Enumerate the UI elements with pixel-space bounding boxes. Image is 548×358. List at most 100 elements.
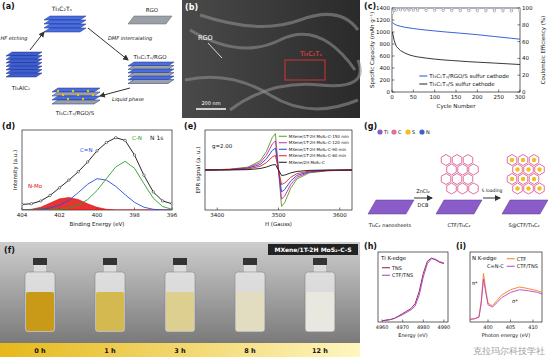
annotation: σ* bbox=[512, 298, 518, 304]
y-axis-label: EPR signal (a. u.) bbox=[195, 147, 202, 194]
point bbox=[476, 10, 478, 12]
sem-texture bbox=[200, 14, 358, 30]
x-tick-label: 3500 bbox=[272, 212, 286, 218]
x-tick-label: 100 bbox=[429, 94, 440, 100]
point bbox=[96, 150, 98, 152]
chart-title: Ti K-edge bbox=[380, 255, 407, 262]
point bbox=[519, 10, 520, 12]
legend: CTFCTF/TNS bbox=[507, 256, 538, 270]
ctf-ring bbox=[463, 174, 473, 185]
x-tick bbox=[488, 320, 489, 323]
line bbox=[470, 279, 542, 319]
legend-label: Ti₃C₂Tₓ/S sulfur cathode bbox=[428, 81, 495, 87]
panel-label: (e) bbox=[184, 122, 197, 131]
sulfur-dot bbox=[515, 167, 519, 171]
panel-a: Ti₃C₂TₓTi₃AlC₂HF etchingRGODMF intercala… bbox=[1, 5, 174, 116]
sulfur-dot bbox=[532, 158, 536, 162]
ctf-ring bbox=[518, 155, 528, 166]
ctf-ring bbox=[458, 164, 468, 175]
x-axis-label: Binding Energy (eV) bbox=[70, 221, 125, 228]
y2-tick bbox=[518, 75, 521, 76]
legend-symbol bbox=[382, 275, 390, 276]
label: Ti₃C₂Tₓ bbox=[51, 5, 73, 12]
plot-frame bbox=[392, 8, 520, 92]
line bbox=[22, 179, 172, 210]
ti3c2-sheet bbox=[436, 200, 482, 214]
chart-title: N K-edge bbox=[472, 255, 497, 262]
point bbox=[412, 9, 414, 11]
label: 200 nm bbox=[201, 100, 220, 106]
label: Ti₃C₂ nanosheets bbox=[368, 222, 412, 228]
vial-cap bbox=[33, 258, 47, 265]
label: HF etching bbox=[1, 35, 28, 42]
sulfur-dot bbox=[526, 186, 530, 190]
label: RGO bbox=[146, 7, 159, 13]
ti3c2tx-rgo-s-layer bbox=[52, 92, 100, 96]
label: 12 h bbox=[312, 347, 328, 355]
watermark: 克拉玛尔科技学社 bbox=[473, 346, 545, 356]
label: ZnCl₂ bbox=[416, 188, 429, 194]
point bbox=[161, 200, 163, 202]
ctf-ring bbox=[513, 183, 523, 194]
ti3c2tx-rgo-s-layer bbox=[52, 96, 100, 100]
arrow bbox=[30, 32, 44, 50]
legend-symbol bbox=[279, 149, 287, 150]
annotation: C=N-C bbox=[487, 263, 504, 269]
vial-liquid bbox=[306, 292, 334, 331]
y2-tick-label: 20 bbox=[522, 72, 529, 78]
vial-liquid bbox=[166, 292, 194, 331]
y-axis-label: Intensity (a.u.) bbox=[12, 150, 19, 190]
sulfur-dot bbox=[57, 90, 59, 92]
annotation: N-Mo bbox=[28, 183, 43, 189]
y2-tick-label: 40 bbox=[522, 55, 529, 61]
vial-cap bbox=[243, 258, 257, 265]
chart: 0501001502002503000200400600800100012001… bbox=[369, 5, 547, 110]
y-tick-label: 600 bbox=[380, 53, 391, 59]
label: 8 h bbox=[244, 347, 256, 355]
point bbox=[152, 191, 154, 193]
line bbox=[382, 259, 444, 321]
y-tick-label: 1400 bbox=[376, 5, 390, 11]
panel-b: RGOTi₃C₂Tₓ200 nm bbox=[182, 0, 360, 118]
arrow bbox=[483, 198, 500, 199]
point bbox=[502, 10, 504, 12]
point bbox=[451, 9, 453, 11]
vial bbox=[165, 272, 195, 332]
label: CTF/Ti₃C₂ bbox=[448, 222, 471, 228]
x-tick-label: 4960 bbox=[376, 324, 389, 330]
legend-symbol bbox=[507, 258, 515, 259]
label: 1 h bbox=[104, 347, 116, 355]
y-tick-label: 0 bbox=[387, 89, 391, 95]
point bbox=[433, 9, 435, 11]
series-group bbox=[382, 258, 444, 321]
y-tick bbox=[392, 20, 395, 21]
ctf-ring bbox=[518, 174, 528, 185]
ctf-ring bbox=[441, 155, 451, 166]
ctf-ring bbox=[447, 183, 457, 194]
vial bbox=[305, 272, 335, 332]
point bbox=[395, 9, 397, 11]
x-tick-label: 405 bbox=[506, 324, 516, 330]
point bbox=[404, 9, 406, 11]
panel-label: (a) bbox=[2, 2, 15, 11]
ctf-ring bbox=[513, 164, 523, 175]
x-tick-label: 4990 bbox=[438, 324, 451, 330]
x-tick bbox=[413, 90, 414, 93]
panel-label: (c) bbox=[364, 2, 376, 11]
line bbox=[205, 155, 352, 184]
chart: 340035003600H (Gauss)EPR signal (a. u.)g… bbox=[195, 130, 352, 227]
label: Ti₃C₂Tₓ/RGO bbox=[132, 54, 167, 60]
sem-texture bbox=[185, 77, 358, 109]
legend-symbol bbox=[419, 84, 427, 85]
ctf-ring bbox=[447, 164, 457, 175]
x-tick bbox=[339, 208, 340, 211]
y2-tick bbox=[518, 92, 521, 93]
panel-label: (b) bbox=[185, 3, 198, 12]
label: C bbox=[398, 129, 402, 135]
y-tick bbox=[392, 92, 395, 93]
x-tick-label: 4980 bbox=[417, 324, 430, 330]
sulfur-dot bbox=[515, 186, 519, 190]
x-axis-label: H (Gauss) bbox=[265, 221, 292, 227]
x-tick-label: 402 bbox=[54, 212, 65, 218]
line bbox=[205, 141, 352, 199]
